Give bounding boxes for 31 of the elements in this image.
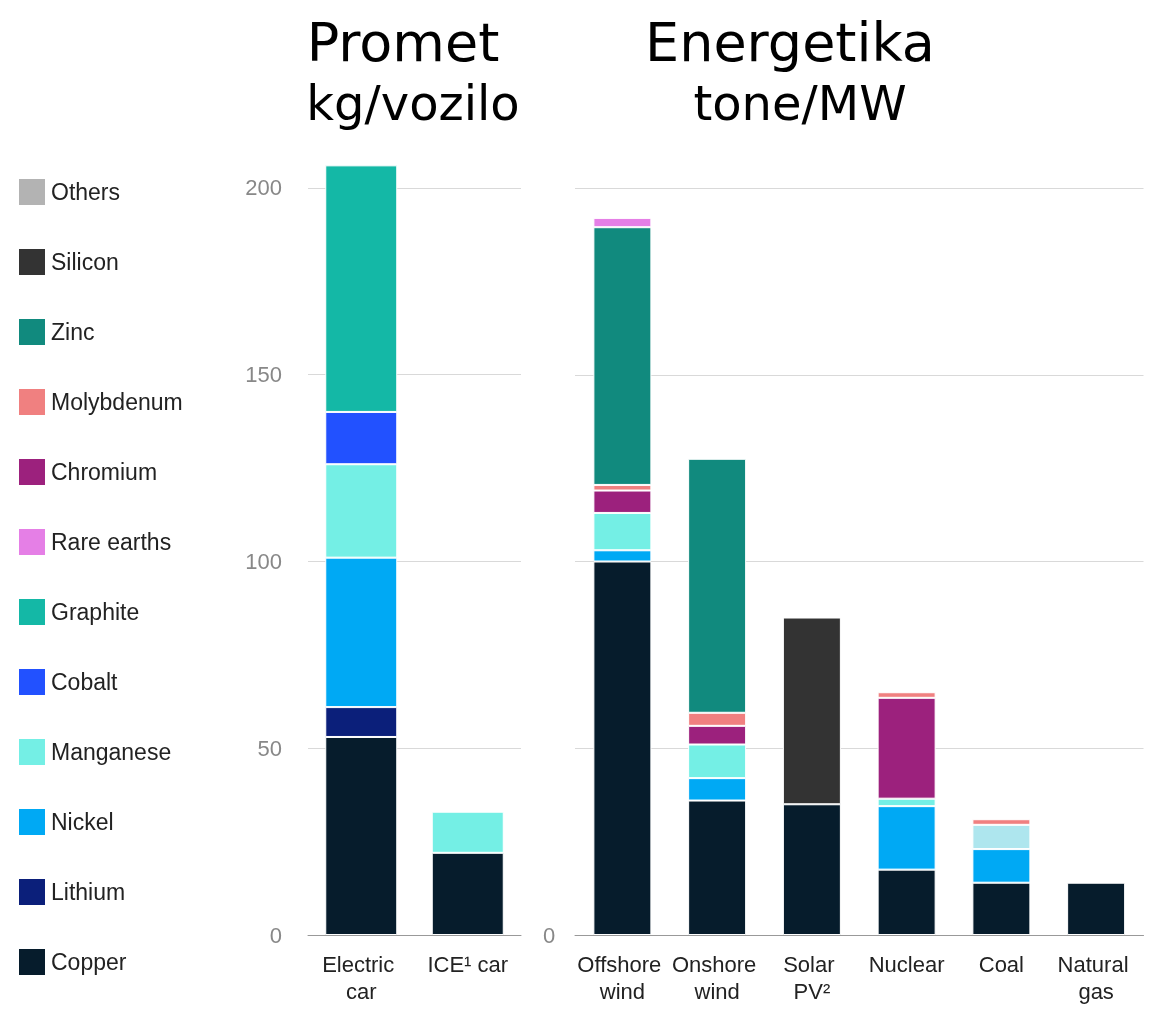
legend-label: Others [51, 179, 121, 205]
x-tick-label: Offshore wind [577, 952, 668, 1004]
legend-label: Rare earths [51, 529, 172, 555]
chart-subtitle: tone/MW [693, 75, 907, 131]
legend-label: Manganese [51, 739, 172, 765]
x-tick-label: Solar PV² [783, 952, 841, 1004]
x-tick-label: Nuclear [868, 952, 945, 977]
x-tick-label: ICE¹ car [427, 952, 509, 977]
chart-title: Energetika [645, 10, 935, 74]
chart-title: Promet [306, 10, 500, 74]
bar [1067, 882, 1126, 935]
legend-label: Lithium [51, 879, 126, 905]
legend-label: Cobalt [51, 669, 119, 695]
x-tick-label: Coal [978, 952, 1024, 977]
legend-label: Chromium [51, 459, 158, 485]
x-tick-label: Onshore wind [671, 952, 763, 1004]
y-tick-label: 100 [245, 548, 282, 574]
y-tick-label: 0 [269, 922, 282, 948]
legend-label: Zinc [51, 319, 95, 345]
legend-label: Graphite [51, 599, 140, 625]
y-tick-label: 150 [245, 362, 282, 388]
legend-label: Copper [51, 949, 127, 975]
chart-subtitle: kg/vozilo [306, 75, 520, 131]
y-tick-label: 200 [245, 175, 282, 201]
legend-label: Silicon [51, 249, 119, 275]
y-tick-label: 50 [257, 735, 282, 761]
x-tick-label: Natural gas [1057, 952, 1135, 1004]
legend-label: Nickel [51, 809, 114, 835]
text: 0 [543, 922, 556, 948]
x-tick-label: Electric car [322, 952, 401, 1004]
legend-label: Molybdenum [51, 389, 183, 415]
